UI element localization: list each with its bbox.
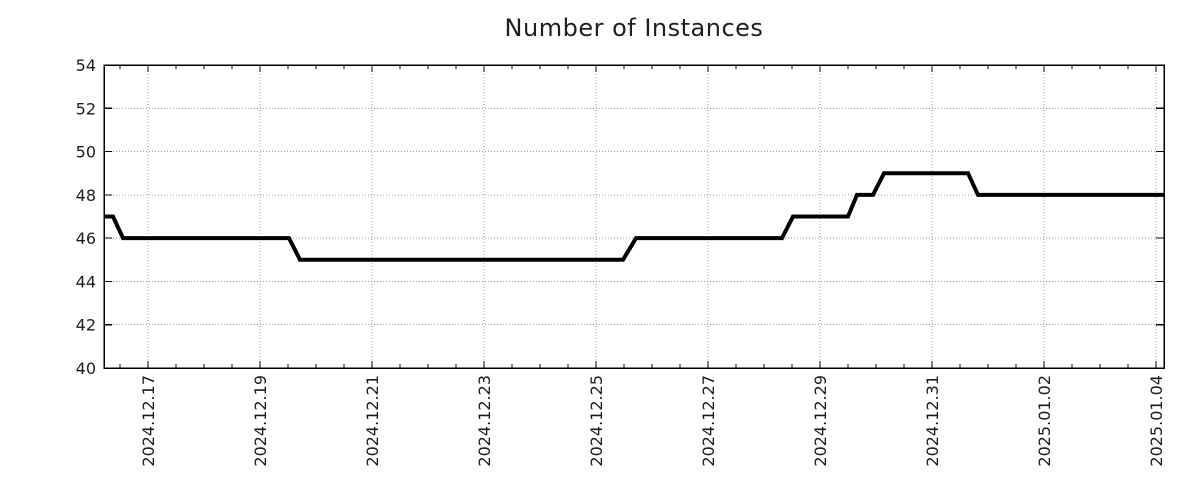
grid-lines <box>104 65 1164 368</box>
x-tick-label: 2024.12.29 <box>811 375 830 467</box>
axis-ticks <box>104 64 1164 369</box>
y-tick-label: 42 <box>76 316 96 335</box>
x-tick-label: 2024.12.19 <box>251 375 270 467</box>
x-tick-label: 2024.12.21 <box>363 375 382 467</box>
x-tick-label: 2025.01.02 <box>1035 375 1054 467</box>
series-line <box>104 171 1164 262</box>
plot-border <box>103 64 1165 369</box>
x-tick-label: 2024.12.27 <box>699 375 718 467</box>
x-tick-label: 2025.01.04 <box>1147 375 1166 467</box>
y-tick-label: 50 <box>76 143 96 162</box>
y-tick-label: 54 <box>76 56 96 75</box>
y-tick-label: 46 <box>76 229 96 248</box>
x-tick-label: 2024.12.25 <box>587 375 606 467</box>
x-tick-label: 2024.12.17 <box>139 375 158 467</box>
y-tick-label: 52 <box>76 99 96 118</box>
x-tick-label: 2024.12.31 <box>923 375 942 467</box>
chart-title: Number of Instances <box>504 14 764 42</box>
x-tick-label: 2024.12.23 <box>475 375 494 467</box>
y-tick-labels: 40 42 44 46 48 50 52 54 <box>76 56 96 378</box>
y-tick-label: 48 <box>76 186 96 205</box>
y-tick-label: 40 <box>76 359 96 378</box>
x-tick-labels: 2024.12.17 2024.12.19 2024.12.21 2024.12.23… <box>139 375 1166 467</box>
y-tick-label: 44 <box>76 272 96 291</box>
